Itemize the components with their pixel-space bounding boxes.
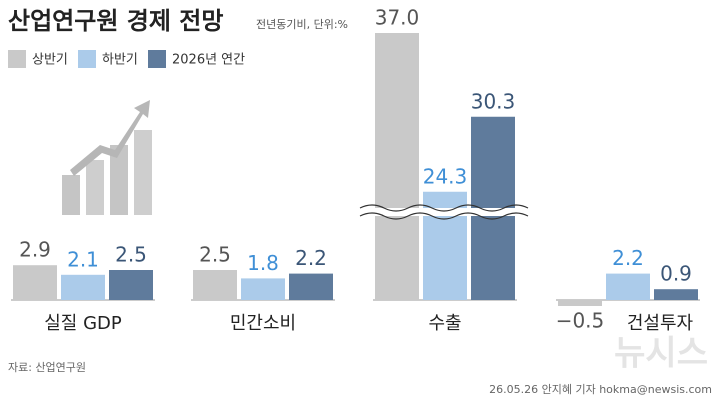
bar [61, 274, 105, 300]
bar [109, 270, 153, 300]
value-label: 1.8 [247, 251, 279, 275]
bar [289, 273, 333, 300]
bar [558, 300, 602, 306]
value-label: 2.2 [612, 246, 644, 270]
legend-swatch [78, 50, 96, 68]
value-label: 2.2 [295, 246, 327, 270]
value-label: 2.5 [115, 243, 147, 267]
legend-label: 하반기 [102, 53, 138, 68]
value-label: 24.3 [423, 164, 468, 188]
chart-title: 산업연구원 경제 전망 [8, 7, 223, 35]
value-label: 0.9 [660, 262, 692, 286]
category-label: 수출 [428, 313, 461, 334]
legend-label: 상반기 [32, 53, 68, 68]
chart-subtitle: 전년동기비, 단위:% [256, 18, 348, 31]
bar [375, 33, 419, 300]
value-label: 2.1 [67, 247, 99, 271]
value-label: 2.9 [19, 238, 51, 262]
bar [241, 278, 285, 300]
legend-label: 2026년 연간 [172, 53, 245, 68]
bar [423, 191, 467, 300]
axis-break-line [359, 212, 529, 220]
source: 자료: 산업연구원 [8, 361, 86, 374]
bar [606, 273, 650, 300]
category-label: 민간소비 [230, 313, 296, 334]
legend-swatch [8, 50, 26, 68]
chart-icon [62, 100, 152, 215]
category-label: 건설투자 [627, 313, 694, 334]
axis-break [370, 208, 520, 216]
value-label: −0.5 [556, 309, 605, 333]
value-label: 2.5 [199, 243, 231, 267]
bar [13, 265, 57, 300]
credit: 26.05.26 안지혜 기자 hokma@newsis.com [489, 383, 712, 396]
bar [193, 270, 237, 300]
value-label: 37.0 [375, 6, 420, 30]
axis-break-line [359, 204, 529, 212]
value-label: 30.3 [471, 89, 516, 113]
category-label: 실질 GDP [44, 313, 122, 334]
bar [654, 289, 698, 300]
legend-swatch [148, 50, 166, 68]
watermark: 뉴시스 [614, 334, 708, 374]
